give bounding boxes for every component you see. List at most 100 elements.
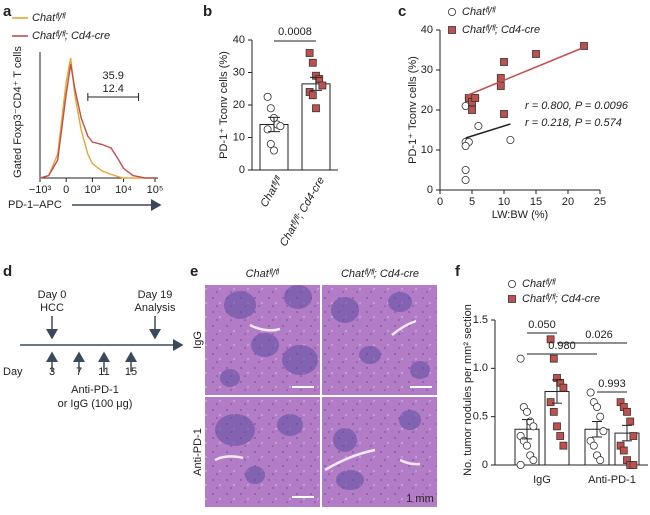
panel-letter: b <box>203 3 212 20</box>
dot <box>596 412 605 421</box>
dot <box>468 106 476 114</box>
dot <box>559 383 568 392</box>
scale-bar-label: 1 mm <box>406 493 434 505</box>
x-tick-label: 0 <box>63 184 69 196</box>
x-tick-label: −10³ <box>29 184 52 196</box>
dot <box>549 354 558 363</box>
dot <box>506 135 515 144</box>
treatment-day: 15 <box>125 366 137 378</box>
column-label: Chatᶠˡ/ᶠˡ <box>246 268 280 280</box>
row-label: IgG <box>192 331 204 349</box>
dot <box>553 422 561 431</box>
dot <box>266 104 275 113</box>
treatment-day: 3 <box>49 366 55 378</box>
treatment-label: Anti-PD-1 <box>71 384 119 396</box>
dot <box>532 50 540 58</box>
dot <box>461 141 470 150</box>
legend-swatch <box>507 279 516 288</box>
histogram-line <box>39 57 155 179</box>
column-label: Chatᶠˡ/ᶠˡ; Cd4-cre <box>341 268 419 280</box>
legend-label: Chatᶠˡ/ᶠˡ <box>32 12 66 24</box>
y-tick-label: 10 <box>421 144 433 156</box>
dot <box>546 335 555 344</box>
dot <box>629 432 638 440</box>
legend-swatch <box>508 295 516 303</box>
gate-percent: 35.9 <box>102 70 123 82</box>
image-pd1-ctrl <box>205 397 320 507</box>
y-axis-label: PD-1⁺ Tconv cells (%) <box>407 56 419 164</box>
image-pd1-cre <box>322 397 437 507</box>
dot <box>496 82 505 90</box>
dot <box>546 398 555 407</box>
y-tick-label: 20 <box>233 99 245 111</box>
treatment-label: or IgG (100 μg) <box>58 398 133 410</box>
y-tick-label: 40 <box>421 24 433 36</box>
panel-letter: a <box>3 3 12 20</box>
dot <box>461 165 470 174</box>
dot <box>549 407 558 416</box>
legend-swatch <box>448 26 456 34</box>
legend-label: Chatᶠˡ/ᶠˡ; Cd4-cre <box>32 30 110 42</box>
x-tick-label: 15 <box>530 196 542 208</box>
y-tick-label: 0.5 <box>473 411 488 423</box>
x-tick-label: 5 <box>469 196 475 208</box>
y-tick-label: 0 <box>239 164 245 176</box>
fit-line <box>465 123 511 139</box>
dot <box>529 422 538 431</box>
dot <box>529 456 538 465</box>
dot <box>312 104 320 113</box>
event-day: Day 19 <box>138 289 173 301</box>
x-tick-label: 25 <box>594 196 606 208</box>
dot <box>523 407 532 416</box>
y-tick-label: 30 <box>233 66 245 78</box>
dot <box>593 402 602 411</box>
histogram-line <box>39 63 155 179</box>
x-tick-label: 10⁴ <box>115 184 132 196</box>
y-axis-label: PD-1⁺ Tconv cells (%) <box>218 51 230 159</box>
dot <box>266 139 275 148</box>
panel-letter: e <box>190 263 198 280</box>
y-tick-label: 10 <box>233 131 245 143</box>
p-value: 0.993 <box>598 378 626 390</box>
dot <box>626 417 635 426</box>
dot <box>276 122 285 131</box>
treatment-day: 11 <box>98 366 109 378</box>
dot <box>315 75 324 83</box>
x-tick-label: 0 <box>437 196 443 208</box>
x-tick-label: 10³ <box>84 184 100 196</box>
gate-percent: 12.4 <box>102 83 123 95</box>
dot <box>263 92 272 101</box>
panel-letter: c <box>398 3 406 20</box>
row-label: Anti-PD-1 <box>192 428 204 476</box>
x-tick-label: 10 <box>498 196 510 208</box>
timeline-arrows <box>20 316 184 351</box>
x-tick-label: Anti-PD-1 <box>588 474 636 486</box>
dot <box>589 441 598 450</box>
y-axis-label: No. tumor nodules per mm² section <box>462 304 474 476</box>
y-tick-label: 0 <box>427 184 433 196</box>
dot <box>305 49 314 57</box>
dot <box>318 81 327 90</box>
tumor-nodules <box>215 285 430 490</box>
dot <box>556 432 565 440</box>
annotation: r = 0.218, P = 0.574 <box>525 117 622 129</box>
dot <box>471 94 480 102</box>
dot <box>269 146 278 155</box>
legend-label: Chatᶠˡ/ᶠˡ; Cd4-cre <box>522 293 600 305</box>
histology-images <box>205 285 437 507</box>
treatment-day: 7 <box>76 366 82 378</box>
x-tick-label: Chatᶠˡ/ᶠˡ <box>258 174 285 209</box>
annotation: r = 0.800, P = 0.0096 <box>525 100 629 112</box>
dot <box>619 446 628 455</box>
y-tick-label: 30 <box>421 64 433 76</box>
timeline-axis-label: Day <box>3 366 23 378</box>
p-value: 0.050 <box>528 319 556 331</box>
dot <box>308 58 317 67</box>
x-tick-label: 20 <box>562 196 574 208</box>
dot <box>461 175 470 184</box>
fit-line <box>465 45 588 97</box>
y-tick-label: 20 <box>421 104 433 116</box>
legend-label: Chatᶠˡ/ᶠˡ <box>522 278 556 290</box>
y-tick-label: 1.5 <box>473 314 488 326</box>
x-axis-label: LW:BW (%) <box>492 209 548 221</box>
